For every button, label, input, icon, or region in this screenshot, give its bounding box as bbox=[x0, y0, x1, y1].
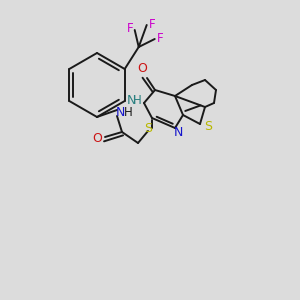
Text: N: N bbox=[126, 94, 136, 107]
Text: O: O bbox=[137, 62, 147, 76]
Text: N: N bbox=[173, 127, 183, 140]
Text: H: H bbox=[124, 106, 132, 119]
Text: N: N bbox=[115, 106, 125, 118]
Text: O: O bbox=[92, 131, 102, 145]
Text: S: S bbox=[144, 122, 152, 134]
Text: H: H bbox=[133, 94, 141, 107]
Text: F: F bbox=[148, 19, 155, 32]
Text: S: S bbox=[204, 119, 212, 133]
Text: F: F bbox=[126, 22, 133, 35]
Text: F: F bbox=[156, 32, 163, 44]
